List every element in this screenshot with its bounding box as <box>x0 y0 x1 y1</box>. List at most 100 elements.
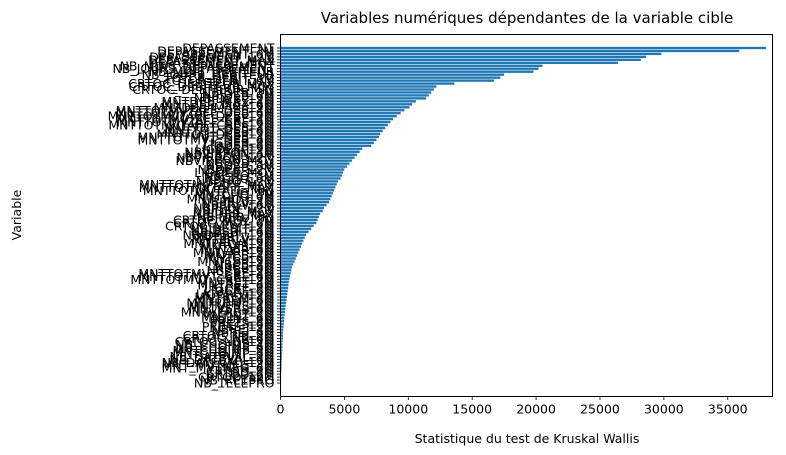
bar <box>280 322 284 325</box>
bar <box>280 114 397 118</box>
bar <box>280 278 290 281</box>
y-tick-label: MNTTOT_DEB_12M <box>157 126 275 141</box>
bar <box>280 301 287 305</box>
y-tick-label: NBJDEBIT_12M <box>183 227 275 242</box>
bar <box>280 334 283 337</box>
y-tick-label: MNTTOTMVTAFF_CRE_6M <box>116 115 274 130</box>
y-tick-label: PRETS_6M <box>210 316 275 331</box>
bar <box>280 233 307 236</box>
bar <box>280 109 405 112</box>
bar <box>280 153 358 156</box>
bar <box>280 144 372 148</box>
y-tick-label: MNTREM_12M <box>186 295 274 310</box>
bar <box>280 186 336 189</box>
bar <box>280 156 355 159</box>
bar <box>280 100 416 103</box>
x-tick-label: 10000 <box>388 402 428 417</box>
x-tick-label: 0 <box>277 402 285 417</box>
y-tick-label: MNTTOT_DEB_3M <box>165 121 275 136</box>
y-tick-label: NBDEB_3M <box>205 156 274 171</box>
category-labels-group: DEPASSEMENTDEPASSEMENT_3MDEPASSEMENT_6MD… <box>108 40 281 391</box>
bar <box>280 248 300 251</box>
bar <box>280 328 284 331</box>
y-tick-label: NB_DATEVAL_6M <box>170 352 275 367</box>
bar <box>280 313 285 317</box>
bar <box>280 150 360 153</box>
bar <box>280 349 283 352</box>
y-tick-label: NBJDEB_MOY <box>193 204 275 219</box>
y-tick-label: NBCHQ_3M <box>204 168 275 183</box>
y-tick-label: DEPASSEMENT_12M <box>149 49 274 64</box>
y-tick-label: CRTOC_DEBITEUR_MAX <box>128 76 275 91</box>
y-tick-label: NBDEB_6M <box>205 159 274 174</box>
y-tick-label: MNTVIR_12M <box>193 245 275 260</box>
bar <box>280 212 321 216</box>
y-tick-label: LIGCRE_3M <box>204 281 275 296</box>
bar <box>280 343 283 346</box>
y-tick-label: NBJDEBIT_3M <box>190 221 274 236</box>
bar <box>280 88 434 91</box>
y-tick-label: NBJDEB_MIN <box>197 209 275 224</box>
bar <box>280 361 282 364</box>
bar <box>280 183 337 186</box>
x-tick-label: 5000 <box>328 402 360 417</box>
y-tick-label: NBPRLV_12M <box>193 201 274 216</box>
bar <box>280 117 393 121</box>
bar <box>280 126 386 130</box>
y-tick-label: MNTPRLV_6M <box>191 233 274 248</box>
y-tick-label: NBDEB_12M <box>198 162 275 177</box>
x-tick-label: 20000 <box>516 402 556 417</box>
bar <box>280 257 296 260</box>
y-tick-label: MNTTOTMVTAFF_DEB_6M <box>116 106 275 121</box>
y-tick-label: MNTCB_6M <box>205 251 274 266</box>
bar <box>280 61 618 64</box>
y-tick-label: MNTTOTMVTAFF_MOY <box>139 177 275 192</box>
y-tick-label: CRTOC_MOY_12M <box>165 218 274 233</box>
y-tick-label: CRTOD_12M <box>198 370 275 385</box>
y-tick-label: NBCHQ_6M <box>204 171 275 186</box>
y-tick-label: MNTTOTMVTAFF_CRE_12M <box>108 118 274 133</box>
y-tick-label: NBVIRPON_3M <box>184 144 274 159</box>
x-axis-label: Statistique du test de Kruskal Wallis <box>415 431 640 446</box>
bar <box>280 189 335 192</box>
bar <box>280 307 286 311</box>
y-tick-label: NB_TELEPRO <box>194 376 275 391</box>
y-tick-label: MNTDEB_MAX_6M <box>161 97 274 112</box>
bar <box>280 364 282 367</box>
y-tick-label: LIGCRE_12M <box>196 287 275 302</box>
y-tick-label: CRTOC_DEBITEUR_MOY <box>129 79 275 94</box>
bar <box>280 340 283 343</box>
bar <box>280 162 350 165</box>
y-tick-label: NBCHQ_12M <box>196 174 275 189</box>
plot-frame <box>280 34 773 397</box>
bar <box>280 316 285 319</box>
bar <box>280 138 377 142</box>
y-tick-label: PRETS_3M <box>210 313 275 328</box>
y-tick-label: NB_CHQIMP_6M <box>175 340 274 355</box>
y-tick-label: MNTPRLV_3M <box>191 230 274 245</box>
bar <box>280 135 379 139</box>
y-tick-label: CRTOC_MOY_3M <box>173 212 275 227</box>
y-tick-label: DEPASSEMENT_3M <box>157 43 274 58</box>
bar <box>280 76 501 79</box>
y-tick-label: NBJDEB_6M <box>202 88 275 103</box>
bar <box>280 251 299 254</box>
y-tick-label: MNTTOTMVT_CRE_6M <box>138 269 274 284</box>
x-ticks-group: 0 5000 10000 15000 20000 25000 30000 35000 <box>277 396 748 417</box>
bar <box>280 239 304 242</box>
bar <box>280 159 353 162</box>
y-tick-label: CRTOC_MOY_6M <box>173 215 275 230</box>
bar <box>280 46 767 50</box>
bar <box>280 283 289 287</box>
y-tick-label: NBCB_3M <box>215 257 275 272</box>
y-tick-label: MNTVERS_12M <box>181 304 275 319</box>
y-tick-label: MNTCHQIMP_6M <box>172 346 274 361</box>
y-tick-label: MNTTOT_DEB_6M <box>165 124 275 139</box>
bar <box>280 272 291 275</box>
y-tick-label: NB_DATEVAL_12M <box>162 355 275 370</box>
y-tick-label: MNTINT_6M <box>201 310 274 325</box>
y-tick-label: LIGDEB_6M <box>203 138 274 153</box>
bar <box>280 73 505 76</box>
bar <box>280 55 646 59</box>
